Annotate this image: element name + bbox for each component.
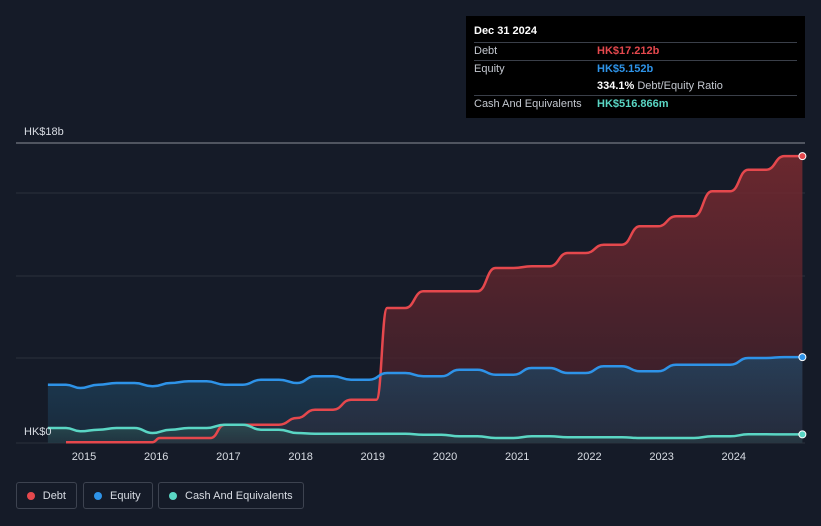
series-lines [47, 152, 807, 444]
cash-end-marker[interactable] [798, 430, 807, 439]
tooltip-row-cash: Cash And Equivalents HK$516.866m [474, 95, 797, 113]
equity-end-marker[interactable] [798, 353, 807, 362]
x-tick-label: 2017 [216, 451, 240, 463]
legend-label-cash: Cash And Equivalents [185, 489, 293, 502]
tooltip-ratio-label: Debt/Equity Ratio [637, 80, 723, 92]
axes: HK$18b HK$0 2015 2016 2017 2018 2019 2020 2021… [24, 126, 746, 463]
tooltip-cash-value: HK$516.866m [597, 98, 669, 110]
legend-label-equity: Equity [110, 489, 141, 502]
x-tick-label: 2020 [433, 451, 457, 463]
legend-item-cash[interactable]: Cash And Equivalents [158, 482, 304, 509]
x-tick-label: 2019 [361, 451, 385, 463]
x-tick-label: 2015 [72, 451, 96, 463]
x-tick-label: 2024 [722, 451, 746, 463]
x-tick-label: 2022 [577, 451, 601, 463]
tooltip-cash-label: Cash And Equivalents [474, 98, 582, 110]
data-tooltip: Dec 31 2024 Debt HK$17.212b Equity HK$5.… [466, 16, 805, 118]
equity-area [47, 357, 803, 443]
legend-item-equity[interactable]: Equity [83, 482, 153, 509]
legend-dot-cash [169, 491, 177, 500]
cash-line [47, 423, 803, 440]
x-tick-label: 2018 [288, 451, 312, 463]
debt-line [65, 154, 803, 444]
tooltip-ratio-value: 334.1% [597, 80, 635, 92]
legend-dot-debt [27, 491, 35, 500]
equity-line [47, 355, 803, 390]
tooltip-debt-label: Debt [474, 45, 498, 57]
y-tick-label-top: HK$18b [24, 126, 64, 138]
tooltip-row-ratio: 334.1% Debt/Equity Ratio [474, 78, 797, 95]
legend-item-debt[interactable]: Debt [16, 482, 77, 509]
legend-dot-equity [94, 491, 102, 500]
tooltip-equity-value: HK$5.152b [597, 63, 654, 75]
x-tick-label: 2023 [649, 451, 673, 463]
tooltip-debt-value: HK$17.212b [597, 45, 660, 57]
x-tick-label: 2016 [144, 451, 168, 463]
tooltip-equity-label: Equity [474, 63, 505, 75]
x-tick-label: 2021 [505, 451, 529, 463]
tooltip-date: Dec 31 2024 [474, 25, 537, 37]
area-fills [47, 156, 803, 443]
tooltip-row-debt: Debt HK$17.212b [474, 42, 797, 60]
y-tick-label-bottom: HK$0 [24, 426, 52, 438]
legend-label-debt: Debt [42, 489, 66, 502]
tooltip-row-equity: Equity HK$5.152b [474, 60, 797, 78]
debt-end-marker[interactable] [798, 152, 807, 161]
